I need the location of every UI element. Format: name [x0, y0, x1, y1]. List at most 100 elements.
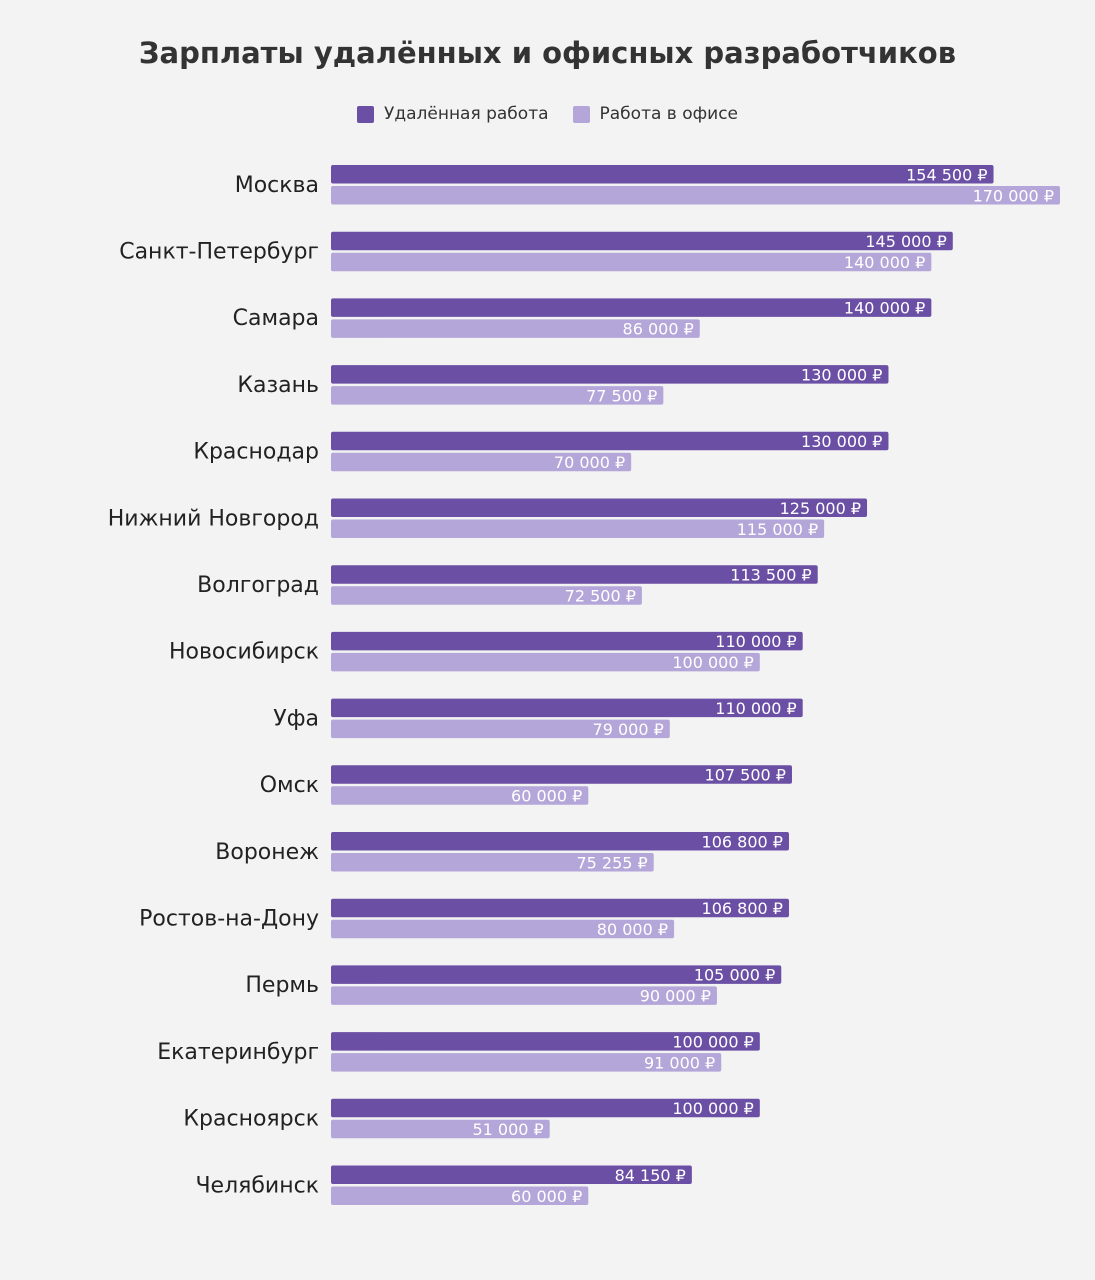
data-label-remote: 100 000 ₽	[672, 1099, 753, 1118]
legend-swatch-office	[572, 105, 590, 123]
data-label-office: 77 500 ₽	[586, 386, 657, 405]
data-label-remote: 125 000 ₽	[780, 499, 861, 518]
category-label: Пермь	[245, 973, 319, 998]
legend-item-office: Работа в офисе	[572, 104, 739, 124]
bar-group: Самара 140 000 ₽ 86 000 ₽	[233, 298, 932, 339]
data-label-remote: 130 000 ₽	[801, 432, 882, 451]
bar-group: Санкт-Петербург 145 000 ₽ 140 000 ₽	[119, 231, 953, 272]
bar-remote	[331, 631, 803, 651]
category-label: Уфа	[273, 706, 319, 731]
bar-group: Краснодар 130 000 ₽ 70 000 ₽	[193, 431, 889, 472]
category-label: Воронеж	[215, 840, 319, 865]
category-label: Санкт-Петербург	[119, 239, 319, 264]
bar-office	[331, 186, 1060, 205]
bar-group: Красноярск 100 000 ₽ 51 000 ₽	[183, 1098, 760, 1139]
bar-group: Екатеринбург 100 000 ₽ 91 000 ₽	[157, 1032, 760, 1072]
bar-group: Новосибирск 110 000 ₽ 100 000 ₽	[169, 631, 803, 672]
bar-remote	[331, 231, 953, 251]
data-label-office: 140 000 ₽	[844, 253, 925, 272]
bar-office	[331, 319, 700, 338]
bar-group: Челябинск 84 150 ₽ 60 000 ₽	[195, 1165, 692, 1206]
category-label: Казань	[237, 373, 319, 398]
category-label: Новосибирск	[169, 640, 319, 665]
bar-office	[331, 986, 717, 1005]
bar-group: Нижний Новгород 125 000 ₽ 115 000 ₽	[108, 498, 868, 539]
bar-remote	[331, 298, 932, 317]
data-label-remote: 84 150 ₽	[615, 1166, 686, 1185]
bar-remote	[331, 165, 994, 184]
bar-office	[331, 452, 632, 472]
data-label-remote: 100 000 ₽	[672, 1032, 753, 1051]
data-label-remote: 145 000 ₽	[865, 232, 946, 251]
bar-remote	[331, 565, 818, 584]
bar-office	[331, 919, 675, 939]
legend-label-remote: Удалённая работа	[383, 104, 549, 124]
data-label-office: 170 000 ₽	[973, 186, 1054, 205]
data-label-remote: 110 000 ₽	[715, 632, 796, 651]
bar-group: Москва 154 500 ₽ 170 000 ₽	[235, 165, 1060, 205]
bar-office	[331, 853, 654, 872]
bar-remote	[331, 431, 889, 451]
category-label: Красноярск	[183, 1107, 319, 1132]
bar-remote	[331, 698, 803, 718]
bar-group: Волгоград 113 500 ₽ 72 500 ₽	[197, 565, 818, 605]
bar-office	[331, 1119, 550, 1139]
chart-title: Зарплаты удалённых и офисных разработчик…	[138, 36, 957, 70]
bar-group: Пермь 105 000 ₽ 90 000 ₽	[245, 965, 782, 1006]
bar-remote	[331, 365, 889, 384]
bar-group: Омск 107 500 ₽ 60 000 ₽	[260, 765, 792, 806]
category-label: Нижний Новгород	[108, 506, 319, 531]
bar-group: Казань 130 000 ₽ 77 500 ₽	[237, 365, 889, 405]
data-label-office: 91 000 ₽	[644, 1053, 715, 1072]
category-label: Екатеринбург	[157, 1040, 319, 1065]
legend: Удалённая работа Работа в офисе	[0, 104, 1095, 124]
bar-office	[331, 1186, 589, 1205]
data-label-office: 115 000 ₽	[737, 520, 818, 539]
bar-remote	[331, 1032, 760, 1051]
bar-office	[331, 719, 670, 739]
bar-remote	[331, 498, 868, 517]
data-label-office: 75 255 ₽	[576, 853, 647, 872]
data-label-remote: 106 800 ₽	[702, 832, 783, 851]
bar-remote	[331, 832, 789, 851]
category-label: Ростов-на-Дону	[139, 906, 319, 931]
data-label-office: 60 000 ₽	[511, 787, 582, 806]
bar-office	[331, 386, 664, 405]
legend-label-office: Работа в офисе	[599, 104, 739, 124]
category-label: Самара	[233, 306, 319, 331]
data-label-office: 86 000 ₽	[623, 320, 694, 339]
category-label: Челябинск	[195, 1173, 319, 1198]
data-label-remote: 113 500 ₽	[730, 565, 811, 584]
data-label-office: 51 000 ₽	[472, 1120, 543, 1139]
category-label: Омск	[260, 773, 319, 798]
data-label-office: 60 000 ₽	[511, 1187, 582, 1206]
data-label-office: 79 000 ₽	[593, 720, 664, 739]
bar-group: Воронеж 106 800 ₽ 75 255 ₽	[215, 832, 789, 872]
bar-group: Ростов-на-Дону 106 800 ₽ 80 000 ₽	[139, 898, 789, 939]
data-label-remote: 110 000 ₽	[715, 699, 796, 718]
data-label-remote: 154 500 ₽	[906, 165, 987, 184]
data-label-remote: 130 000 ₽	[801, 365, 882, 384]
bar-remote	[331, 965, 782, 984]
legend-item-remote: Удалённая работа	[356, 104, 549, 124]
bar-remote	[331, 898, 789, 918]
data-label-office: 100 000 ₽	[672, 653, 753, 672]
bar-office	[331, 786, 589, 805]
bar-remote	[331, 765, 792, 784]
bar-office	[331, 652, 760, 672]
data-label-remote: 106 800 ₽	[702, 899, 783, 918]
bar-remote	[331, 1098, 760, 1118]
category-label: Краснодар	[193, 440, 319, 465]
bar-remote	[331, 1165, 692, 1184]
data-label-office: 70 000 ₽	[554, 453, 625, 472]
data-label-office: 80 000 ₽	[597, 920, 668, 939]
data-label-remote: 140 000 ₽	[844, 299, 925, 318]
legend-swatch-remote	[356, 105, 374, 123]
bar-office	[331, 586, 642, 605]
bar-office	[331, 1053, 722, 1072]
category-label: Москва	[235, 173, 319, 198]
data-label-remote: 107 500 ₽	[705, 766, 786, 785]
category-label: Волгоград	[197, 573, 319, 598]
bar-group: Уфа 110 000 ₽ 79 000 ₽	[273, 698, 803, 739]
